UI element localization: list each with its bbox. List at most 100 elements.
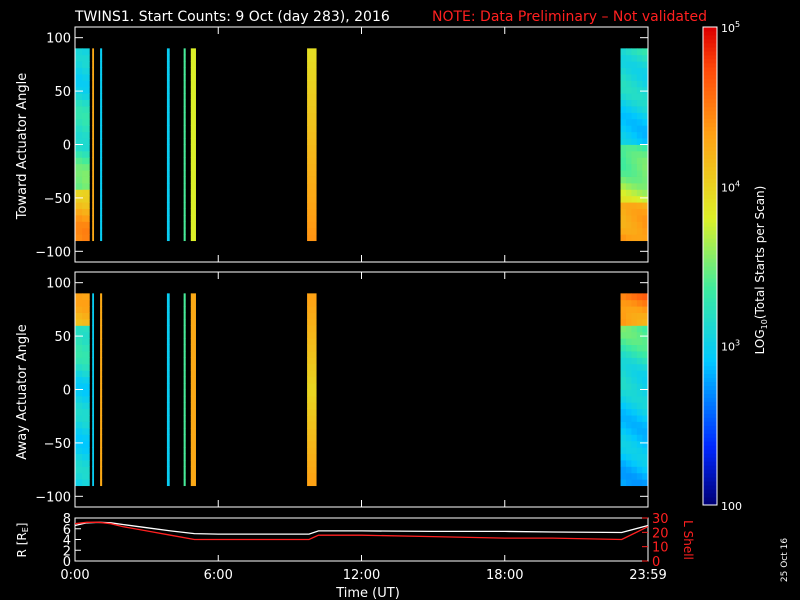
- toward-heat-cell: [183, 208, 186, 216]
- toward-heat-cell: [190, 157, 196, 165]
- toward-heat-cell: [307, 157, 317, 165]
- away-heat-cell: [620, 421, 627, 429]
- away-heat-cell: [75, 331, 83, 339]
- away-heat-cell: [307, 383, 317, 390]
- colorbar-segment: [703, 154, 717, 159]
- away-heat-cell: [642, 389, 649, 397]
- colorbar-segment: [703, 421, 717, 426]
- away-heat-cell: [636, 357, 643, 365]
- toward-heat-cell: [631, 182, 638, 190]
- away-heat-cell: [75, 447, 83, 454]
- away-scan-band: [100, 293, 103, 487]
- away-heat-cell: [100, 357, 103, 365]
- away-heat-cell: [625, 306, 632, 313]
- away-heat-cell: [642, 453, 649, 461]
- colorbar-segment: [703, 457, 717, 462]
- away-heat-cell: [190, 293, 196, 301]
- colorbar-segment: [703, 485, 717, 490]
- toward-heat-cell: [190, 118, 196, 126]
- away-heat-cell: [75, 299, 83, 307]
- toward-heat-cell: [82, 67, 90, 75]
- away-heat-cell: [100, 325, 103, 333]
- away-heat-cell: [642, 344, 649, 352]
- colorbar-segment: [703, 325, 717, 331]
- toward-heat-cell: [82, 195, 90, 203]
- toward-heat-cell: [642, 80, 649, 88]
- toward-heat-cell: [190, 150, 196, 158]
- toward-heat-cell: [642, 227, 649, 235]
- away-heat-cell: [190, 402, 196, 410]
- away-heat-cell: [631, 344, 638, 352]
- away-heat-cell: [82, 344, 90, 352]
- away-heat-cell: [631, 306, 638, 313]
- colorbar-segment: [703, 262, 717, 267]
- away-ytick-label: −50: [44, 437, 71, 452]
- colorbar-segment: [703, 118, 717, 124]
- away-heat-cell: [631, 427, 638, 435]
- away-heat-cell: [642, 351, 649, 358]
- toward-heat-cell: [307, 131, 317, 139]
- away-heat-cell: [190, 447, 196, 454]
- toward-heat-cell: [183, 234, 186, 242]
- toward-heat-cell: [631, 93, 638, 101]
- colorbar-segment: [703, 481, 717, 486]
- toward-ytick-label: −100: [35, 245, 71, 260]
- away-heat-cell: [631, 440, 638, 448]
- away-heat-cell: [183, 312, 186, 320]
- toward-heat-cell: [100, 48, 103, 56]
- away-heat-cell: [75, 344, 83, 352]
- toward-heat-cell: [82, 208, 90, 216]
- toward-heat-cell: [82, 221, 90, 229]
- toward-heat-cell: [620, 234, 627, 242]
- toward-heat-cell: [166, 80, 170, 88]
- away-heat-cell: [642, 319, 649, 326]
- toward-heat-cell: [620, 144, 627, 152]
- footer-date: 25 Oct 16: [780, 538, 790, 582]
- toward-heat-cell: [636, 176, 643, 184]
- away-heat-cell: [100, 447, 103, 454]
- away-heat-cell: [642, 466, 649, 474]
- away-heat-cell: [625, 325, 632, 333]
- colorbar-segment: [703, 285, 717, 291]
- away-heat-cell: [190, 351, 196, 358]
- away-heat-cell: [82, 395, 90, 403]
- toward-heat-cell: [82, 189, 90, 197]
- away-heat-cell: [625, 434, 632, 442]
- away-heat-cell: [642, 421, 649, 429]
- toward-heat-cell: [642, 118, 649, 126]
- colorbar-segment: [703, 106, 717, 112]
- toward-heat-cell: [620, 227, 627, 235]
- away-heat-cell: [82, 402, 90, 410]
- away-heat-cell: [636, 427, 643, 435]
- toward-heat-cell: [636, 208, 643, 216]
- away-heat-cell: [183, 479, 186, 487]
- toward-heat-cell: [631, 131, 638, 139]
- toward-heat-cell: [631, 157, 638, 165]
- toward-heat-cell: [166, 93, 170, 101]
- colorbar-segment: [703, 473, 717, 478]
- toward-heat-cell: [636, 202, 643, 209]
- toward-heat-cell: [100, 54, 103, 62]
- colorbar-segment: [703, 158, 717, 163]
- toward-heat-cell: [190, 189, 196, 197]
- toward-heat-cell: [625, 106, 632, 113]
- toward-heat-cell: [636, 195, 643, 203]
- away-heat-cell: [636, 460, 643, 467]
- away-heat-cell: [183, 293, 186, 301]
- away-heat-cell: [620, 376, 627, 384]
- colorbar-segment: [703, 433, 717, 438]
- colorbar-segment: [703, 401, 717, 406]
- toward-heat-cell: [307, 93, 317, 101]
- away-heat-cell: [82, 357, 90, 365]
- away-heat-cell: [100, 306, 103, 313]
- away-heat-cell: [190, 460, 196, 467]
- colorbar-segment: [703, 445, 717, 450]
- toward-heat-cell: [100, 215, 103, 222]
- away-heat-cell: [166, 306, 170, 313]
- away-heat-cell: [636, 363, 643, 371]
- away-heat-cell: [307, 319, 317, 326]
- toward-heat-cell: [190, 170, 196, 177]
- away-heat-cell: [307, 447, 317, 454]
- toward-heat-cell: [642, 138, 649, 145]
- away-heat-cell: [100, 331, 103, 339]
